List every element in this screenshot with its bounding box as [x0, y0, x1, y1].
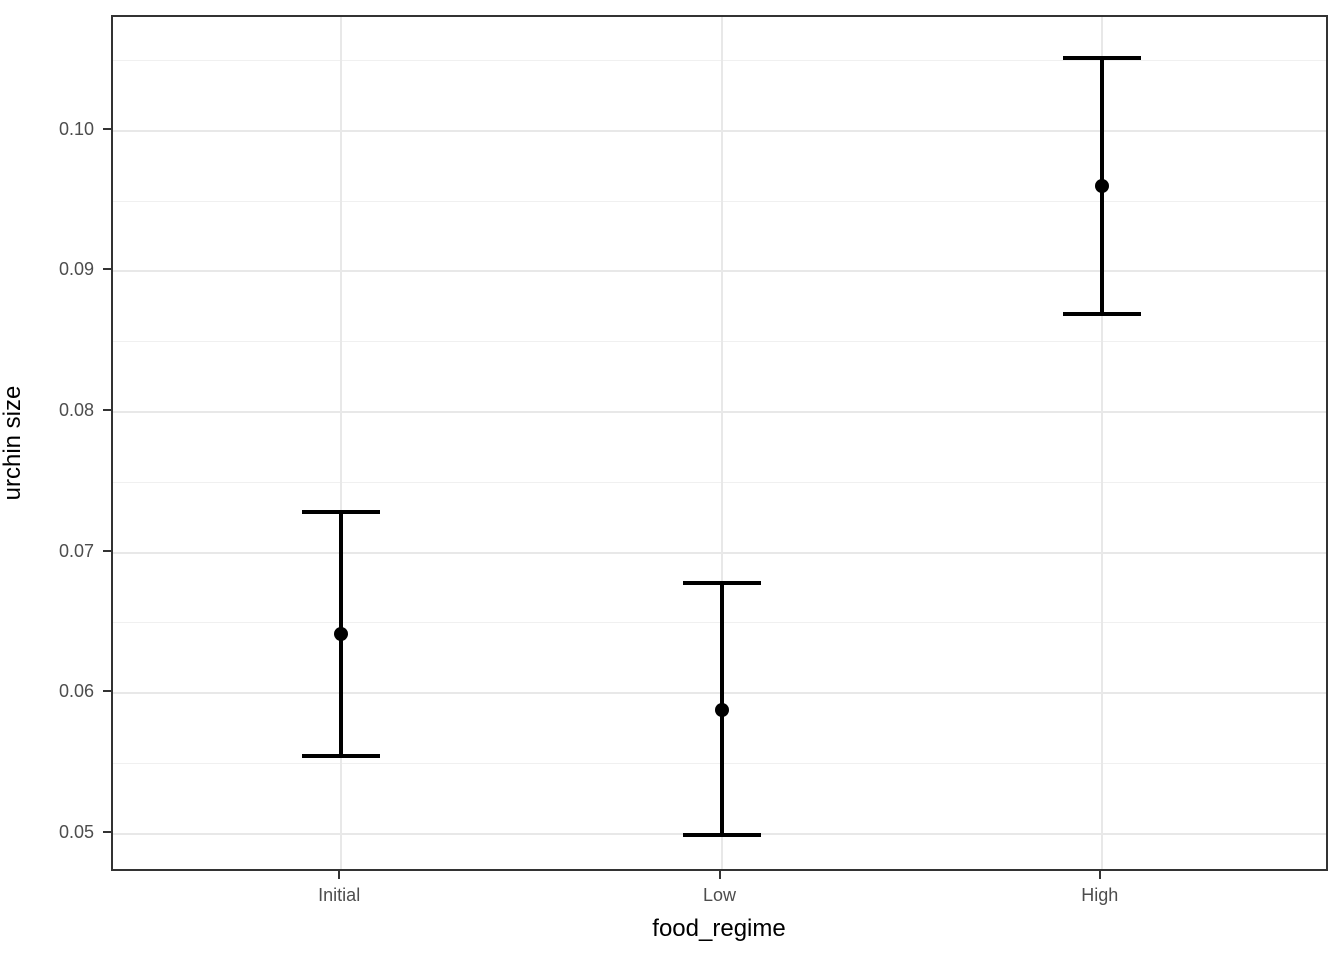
x-tick-label: Initial: [318, 885, 361, 905]
gridline-y-major: [113, 410, 1326, 413]
gridline-y-major: [113, 551, 1326, 554]
errorbar-cap-top: [1062, 55, 1141, 60]
y-axis-tick: [103, 549, 111, 552]
gridline-y-minor: [113, 481, 1326, 483]
y-tick-label: 0.07: [58, 540, 94, 561]
x-axis-title: food_regime: [652, 915, 786, 942]
x-tick-label: Low: [702, 885, 737, 905]
y-axis-tick: [103, 408, 111, 411]
point-estimate: [1094, 178, 1109, 193]
errorbar-cap-top: [302, 509, 381, 514]
y-tick-label: 0.10: [58, 118, 94, 139]
gridline-x-category: [340, 17, 343, 869]
gridline-y-minor: [113, 341, 1326, 343]
plot-panel: [111, 15, 1328, 871]
y-axis-tick: [103, 268, 111, 271]
gridline-y-major: [113, 270, 1326, 273]
x-tick-label: High: [1081, 885, 1119, 905]
y-axis-tick: [103, 127, 111, 130]
y-tick-label: 0.06: [58, 681, 94, 702]
errorbar-cap-bottom: [302, 754, 381, 759]
y-tick-label: 0.08: [58, 399, 94, 420]
y-tick-label: 0.09: [58, 259, 94, 280]
x-axis-tick: [338, 871, 341, 879]
gridline-x-category: [720, 17, 723, 869]
x-axis-tick: [718, 871, 721, 879]
point-estimate: [334, 627, 349, 642]
errorbar-cap-top: [682, 581, 761, 586]
point-estimate: [714, 702, 729, 717]
y-tick-label: 0.05: [58, 821, 94, 842]
y-axis-tick: [103, 690, 111, 693]
gridline-x-category: [1100, 17, 1103, 869]
y-axis-tick: [103, 830, 111, 833]
gridline-y-minor: [113, 200, 1326, 202]
y-axis-title: urchin size: [0, 385, 26, 501]
errorbar-cap-bottom: [682, 833, 761, 838]
errorbar-cap-bottom: [1062, 311, 1141, 316]
x-axis-tick: [1098, 871, 1101, 879]
gridline-y-major: [113, 129, 1326, 132]
gridline-y-minor: [113, 60, 1326, 62]
